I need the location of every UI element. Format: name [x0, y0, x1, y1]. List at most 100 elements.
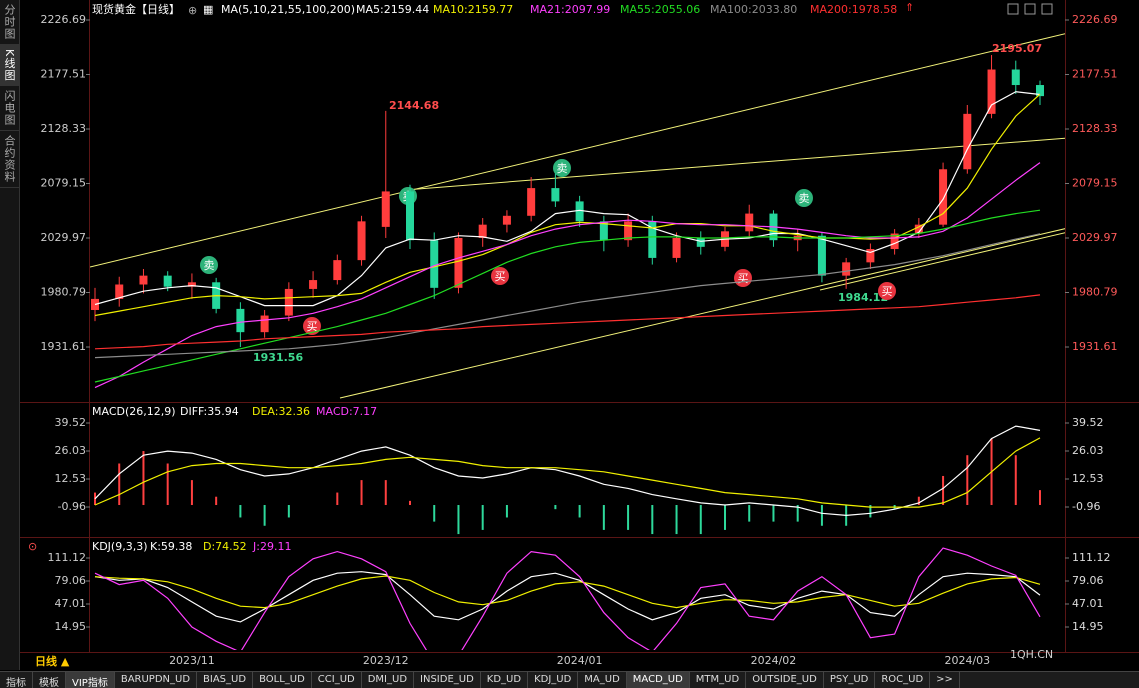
tab[interactable]: DMI_UD [362, 672, 415, 688]
macd-bar [724, 505, 726, 530]
tab[interactable]: BARUPDN_UD [115, 672, 198, 688]
tab[interactable]: PSY_UD [824, 672, 876, 688]
tab[interactable]: CCI_UD [312, 672, 362, 688]
add-icon[interactable]: ⊕ [188, 4, 197, 17]
tab[interactable]: INSIDE_UD [414, 672, 481, 688]
macd-bar [336, 492, 339, 506]
side-tab[interactable]: 合约资料 [0, 131, 19, 189]
x-tick-label: 2023/11 [169, 654, 215, 667]
tab[interactable]: 模板 [33, 672, 66, 688]
indicator-line [94, 93, 1041, 317]
indicator-line [94, 162, 1041, 389]
y-tick-label: -0.96 [58, 500, 86, 513]
plot [94, 425, 1041, 535]
tab[interactable]: KDJ_UD [528, 672, 579, 688]
macd-bar [481, 505, 484, 530]
tab[interactable]: OUTSIDE_UD [746, 672, 824, 688]
x-tick-label: 2024/03 [944, 654, 990, 667]
macd-bar [651, 505, 654, 535]
tab[interactable]: VIP指标 [66, 672, 115, 688]
legend-entry: MA21:2097.99 [530, 3, 610, 16]
candle-body [745, 213, 754, 232]
y-tick-label-right: 14.95 [1072, 620, 1104, 633]
macd-bar [675, 505, 678, 535]
y-tick-label-right: 2177.51 [1072, 67, 1118, 80]
macd-bar [433, 505, 436, 522]
frame [20, 0, 1139, 653]
y-tick-label: 2029.97 [41, 231, 87, 244]
period-label[interactable]: 日线 ▲ [35, 654, 70, 668]
macd-bar [966, 455, 969, 506]
macd-bar [190, 480, 193, 506]
candle-body [260, 315, 269, 333]
legend-entry: K:59.38 [150, 540, 192, 553]
y-tick-label-right: 111.12 [1072, 551, 1111, 564]
candle-body [575, 201, 584, 222]
side-tab[interactable]: 分时图 [0, 0, 19, 45]
signal-label: 买 [738, 272, 749, 285]
tab[interactable]: MACD_UD [626, 672, 690, 688]
macd-bar [215, 496, 218, 506]
chart-title: 现货黄金【日线】 [92, 2, 180, 16]
settings-icon[interactable]: ▦ [203, 3, 213, 16]
y-tick-label: 47.01 [55, 597, 87, 610]
side-tab[interactable]: K线图 [0, 45, 19, 87]
legend-entry: MA200:1978.58 [810, 3, 897, 16]
indicator-tabs: 指标 模板 VIP指标 BARUPDN_UD BIAS_UD BOLL_UD CCI_UD D… [0, 671, 1139, 688]
tab[interactable]: MA_UD [578, 672, 627, 688]
sell-signal: 卖 [795, 189, 813, 207]
window-icons[interactable] [1007, 3, 1053, 15]
y-tick-label-right: 1931.61 [1072, 340, 1118, 353]
tab[interactable]: MTM_UD [690, 672, 747, 688]
y-tick-label: 14.95 [55, 620, 87, 633]
tab[interactable]: BOLL_UD [253, 672, 312, 688]
candle-body [478, 224, 487, 238]
macd-bar [1014, 455, 1017, 506]
trend-lines [90, 33, 1065, 399]
candle-body [551, 188, 560, 202]
y-tick-label-right: 12.53 [1072, 472, 1104, 485]
tab[interactable]: KD_UD [481, 672, 529, 688]
macd-bar [869, 505, 872, 518]
candle-body [284, 288, 293, 316]
signal-label: 卖 [799, 192, 810, 205]
tab[interactable]: 指标 [0, 672, 33, 688]
legend-entry: MA55:2055.06 [620, 3, 700, 16]
candle-body [672, 237, 681, 258]
candle-body [939, 169, 948, 225]
annotation: 2144.68 [389, 99, 439, 112]
macd-bar [384, 480, 387, 506]
tab[interactable]: >> [930, 672, 960, 688]
y-tick-label: 2177.51 [41, 67, 87, 80]
macd-bar [699, 505, 702, 535]
y-tick-label: 2226.69 [41, 13, 87, 26]
annotation: 1931.56 [253, 351, 303, 364]
buy-signal: 买 [878, 282, 896, 300]
tab[interactable]: ROC_UD [875, 672, 931, 688]
signal-label: 买 [882, 285, 893, 298]
y-tick-label-right: 2029.97 [1072, 231, 1118, 244]
candle-body [987, 69, 996, 114]
side-tab[interactable]: 闪电图 [0, 86, 19, 132]
indicator-line [94, 91, 1041, 307]
candle-body [381, 191, 390, 227]
chart: ⊕ ▦ ⇑ ⊙ 2144.68 2195.07 1931.56 1984.12 … [20, 0, 1139, 668]
macd-bar [748, 505, 751, 522]
macd-bar [239, 505, 242, 518]
macd-bar [820, 505, 823, 526]
annotation: 1984.12 [838, 291, 888, 304]
macd-bar [166, 463, 169, 506]
panel-icon[interactable]: ⊙ [28, 540, 37, 553]
candle-body [115, 284, 124, 299]
indicator-line [94, 575, 1041, 609]
tab[interactable]: BIAS_UD [197, 672, 254, 688]
legend-entry: DEA:32.36 [252, 405, 310, 418]
x-tick-label: 2024/02 [751, 654, 797, 667]
candle-body [624, 221, 633, 241]
legend-entry: MA5:2159.44 [356, 3, 429, 16]
annotation: 2195.07 [992, 42, 1042, 55]
legend-entry: D:74.52 [203, 540, 247, 553]
macd-bar [360, 480, 363, 506]
candle-body [187, 282, 196, 287]
candle-body [648, 221, 657, 258]
